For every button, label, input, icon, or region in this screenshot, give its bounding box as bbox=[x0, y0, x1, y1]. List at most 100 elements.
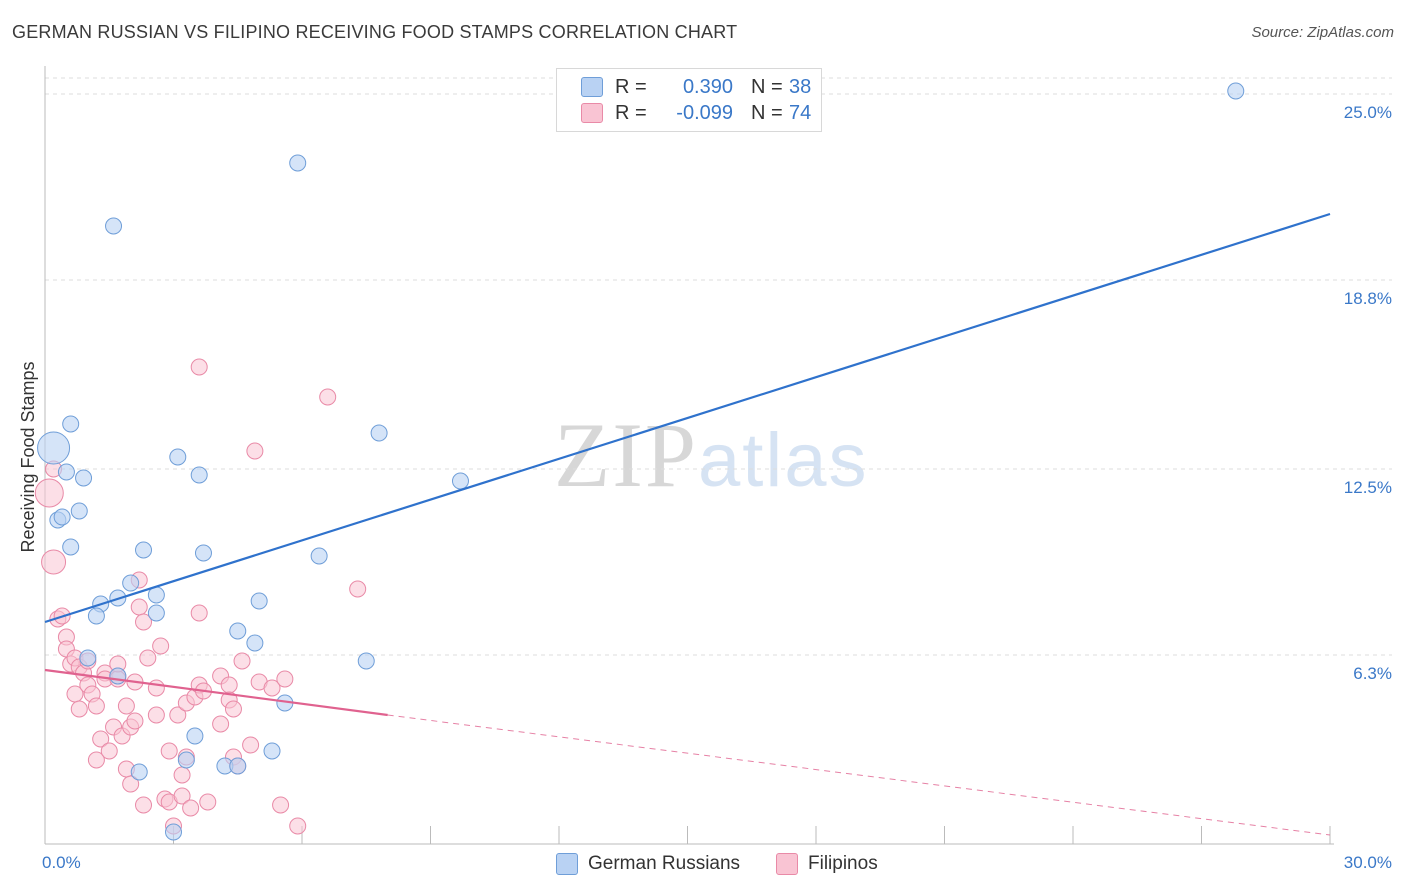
german-point bbox=[37, 431, 71, 465]
german-point bbox=[186, 727, 204, 745]
german-swatch-icon bbox=[581, 77, 603, 97]
filipino-point bbox=[173, 766, 191, 784]
filipino-n-value: 74 bbox=[789, 101, 812, 124]
bottom-legend-filipino: Filipinos bbox=[776, 852, 878, 876]
german-point bbox=[75, 469, 93, 487]
german-n-label: N = bbox=[751, 75, 783, 98]
filipino-point bbox=[117, 697, 135, 715]
german-point bbox=[1227, 82, 1245, 100]
filipino-point bbox=[263, 679, 281, 697]
german-legend-label: German Russians bbox=[588, 853, 741, 874]
filipino-point bbox=[135, 613, 153, 631]
german-point bbox=[250, 592, 268, 610]
german-point bbox=[135, 541, 153, 559]
filipino-point bbox=[70, 700, 88, 718]
german-r-value: 0.390 bbox=[682, 75, 733, 98]
trend-lines bbox=[44, 212, 1331, 836]
german-point bbox=[357, 652, 375, 670]
legend-row-filipino: R = -0.099 N = 74 bbox=[581, 100, 811, 126]
german-point bbox=[451, 472, 469, 490]
filipino-point bbox=[130, 598, 148, 616]
german-r-label: R = bbox=[615, 75, 647, 98]
german-point bbox=[246, 634, 264, 652]
y-tick-label: 6.3% bbox=[1353, 664, 1392, 683]
german-trend-line bbox=[44, 212, 1331, 624]
y-axis-label: Receiving Food Stamps bbox=[18, 361, 38, 552]
german-point bbox=[229, 622, 247, 640]
filipino-point bbox=[147, 679, 165, 697]
german-point bbox=[310, 547, 328, 565]
y-tick-labels: 6.3% 12.5% 18.8% 25.0% bbox=[1344, 103, 1392, 683]
filipino-r-label: R = bbox=[615, 101, 647, 124]
filipino-swatch-icon bbox=[581, 103, 603, 123]
y-tick-label: 18.8% bbox=[1344, 289, 1392, 308]
filipino-points bbox=[34, 358, 367, 835]
filipino-point bbox=[87, 697, 105, 715]
filipino-point bbox=[126, 712, 144, 730]
axes bbox=[44, 66, 1334, 845]
filipino-point bbox=[169, 706, 187, 724]
german-point bbox=[289, 154, 307, 172]
filipino-n-label: N = bbox=[751, 101, 783, 124]
filipino-point bbox=[242, 736, 260, 754]
german-point bbox=[263, 742, 281, 760]
german-point bbox=[229, 757, 247, 775]
filipino-point bbox=[182, 799, 200, 817]
x-tick-label: 30.0% bbox=[1344, 853, 1392, 872]
filipino-point bbox=[41, 549, 67, 575]
source-label: Source: ZipAtlas.com bbox=[1251, 24, 1394, 41]
correlation-legend: R = 0.390 N = 38 R = -0.099 N = 74 bbox=[556, 68, 822, 132]
x-tick-label: 0.0% bbox=[42, 853, 81, 872]
filipino-point bbox=[190, 604, 208, 622]
filipino-point bbox=[233, 652, 251, 670]
filipino-point bbox=[272, 796, 290, 814]
filipino-point bbox=[349, 580, 367, 598]
filipino-point bbox=[276, 670, 294, 688]
filipino-point bbox=[199, 793, 217, 811]
filipino-trend-line bbox=[44, 668, 388, 717]
filipino-trend-extension bbox=[387, 714, 1331, 836]
german-point bbox=[105, 217, 123, 235]
german-point bbox=[130, 763, 148, 781]
german-point bbox=[190, 466, 208, 484]
german-point bbox=[62, 415, 80, 433]
german-point bbox=[87, 607, 105, 625]
german-point bbox=[70, 502, 88, 520]
filipino-point bbox=[135, 796, 153, 814]
filipino-point bbox=[34, 478, 64, 508]
german-point bbox=[165, 823, 182, 841]
filipino-point bbox=[139, 649, 157, 667]
filipino-point bbox=[100, 742, 118, 760]
german-point bbox=[62, 538, 80, 556]
german-point bbox=[177, 751, 195, 769]
filipino-point bbox=[122, 775, 140, 793]
german-point bbox=[370, 424, 388, 442]
filipino-r-value: -0.099 bbox=[676, 101, 733, 124]
legend-row-german: R = 0.390 N = 38 bbox=[581, 74, 811, 100]
german-legend-swatch-icon bbox=[556, 853, 578, 875]
filipino-point bbox=[152, 637, 170, 655]
german-n-value: 38 bbox=[789, 75, 812, 98]
filipino-point bbox=[220, 676, 238, 694]
filipino-point bbox=[319, 388, 337, 406]
german-point bbox=[109, 667, 127, 685]
german-point bbox=[194, 544, 212, 562]
german-point bbox=[122, 574, 140, 592]
bottom-legend-german: German Russians bbox=[556, 852, 740, 876]
german-point bbox=[79, 649, 97, 667]
x-tick-labels: 0.0% 30.0% bbox=[42, 853, 1392, 872]
filipino-legend-swatch-icon bbox=[776, 853, 798, 875]
y-tick-label: 12.5% bbox=[1344, 478, 1392, 497]
chart-title: GERMAN RUSSIAN VS FILIPINO RECEIVING FOO… bbox=[12, 22, 738, 42]
filipino-point bbox=[190, 358, 208, 376]
filipino-point bbox=[147, 706, 165, 724]
filipino-point bbox=[87, 751, 105, 769]
filipino-legend-label: Filipinos bbox=[808, 853, 878, 874]
filipino-point bbox=[289, 817, 307, 835]
german-point bbox=[147, 604, 165, 622]
gridlines bbox=[45, 77, 1392, 656]
german-points bbox=[37, 82, 1245, 841]
filipino-point bbox=[224, 700, 242, 718]
y-tick-label: 25.0% bbox=[1344, 103, 1392, 122]
